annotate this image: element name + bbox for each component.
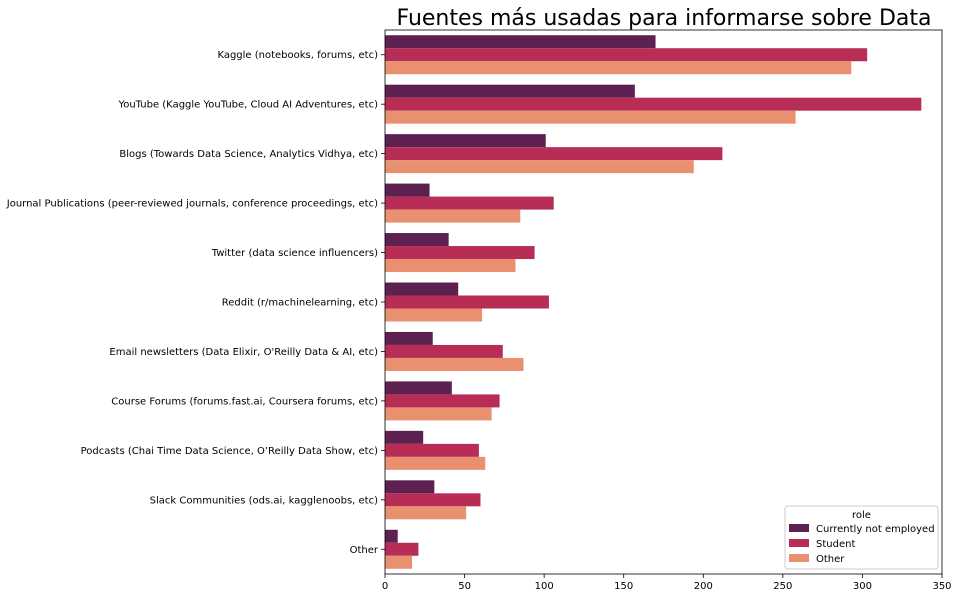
bar	[385, 407, 492, 421]
x-tick-label: 50	[458, 581, 471, 592]
y-axis: Kaggle (notebooks, forums, etc) YouTube (…	[6, 50, 385, 556]
x-tick-label: 100	[535, 581, 554, 592]
bar	[385, 259, 516, 273]
legend-label: Other	[816, 554, 845, 565]
bar	[385, 394, 500, 408]
x-tick-label: 300	[853, 581, 872, 592]
bar	[385, 183, 430, 197]
legend: role Currently not employed Student Other	[784, 505, 939, 570]
bar	[385, 61, 852, 75]
chart-title: Fuentes más usadas para informarse sobre…	[397, 6, 932, 31]
y-tick-label: Reddit (r/machinelearning, etc)	[222, 298, 378, 309]
y-tick-label: YouTube (Kaggle YouTube, Cloud AI Advent…	[117, 100, 378, 111]
bar	[385, 430, 424, 444]
y-tick-label: Other	[350, 545, 379, 556]
bar	[385, 542, 419, 556]
bar	[385, 443, 479, 457]
bar	[385, 480, 435, 494]
legend-box	[784, 505, 939, 570]
bar	[385, 233, 449, 247]
bar	[385, 97, 922, 111]
x-tick-label: 0	[382, 581, 388, 592]
x-tick-label: 350	[932, 581, 951, 592]
bar	[385, 160, 694, 174]
bar	[385, 110, 796, 124]
bar	[385, 331, 433, 345]
bar	[385, 357, 524, 371]
bar	[385, 295, 549, 309]
bar	[385, 84, 635, 98]
legend-swatch	[789, 524, 809, 532]
y-tick-label: Podcasts (Chai Time Data Science, O’Reil…	[81, 446, 379, 457]
bar	[385, 529, 398, 543]
x-tick-label: 150	[614, 581, 633, 592]
bars	[385, 35, 922, 569]
bar	[385, 209, 521, 223]
bar	[385, 555, 413, 569]
legend-swatch	[789, 539, 809, 547]
bar	[385, 35, 656, 49]
legend-title: role	[852, 510, 871, 521]
y-tick-label: Kaggle (notebooks, forums, etc)	[217, 50, 378, 61]
bar	[385, 456, 486, 470]
bar	[385, 506, 467, 520]
bar	[385, 308, 483, 322]
y-tick-label: Course Forums (forums.fast.ai, Coursera …	[111, 396, 378, 407]
legend-label: Student	[816, 539, 855, 550]
bar	[385, 48, 868, 62]
x-tick-label: 250	[773, 581, 792, 592]
bar	[385, 493, 481, 507]
plot-frame	[384, 29, 943, 575]
y-tick-label: Email newsletters (Data Elixir, O'Reilly…	[109, 347, 378, 358]
legend-swatch	[789, 554, 809, 562]
y-tick-label: Twitter (data science influencers)	[211, 248, 378, 259]
y-tick-label: Slack Communities (ods.ai, kagglenoobs, …	[150, 495, 378, 506]
x-axis: 0 50 100 150 200 250 300 350	[382, 574, 952, 592]
bar	[385, 196, 554, 210]
legend-label: Currently not employed	[816, 524, 935, 535]
y-tick-label: Blogs (Towards Data Science, Analytics V…	[119, 149, 378, 160]
bar	[385, 381, 452, 395]
y-tick-label: Journal Publications (peer-reviewed jour…	[6, 199, 378, 210]
bar	[385, 134, 546, 148]
bar	[385, 147, 723, 161]
bar	[385, 282, 459, 296]
bar	[385, 344, 503, 358]
x-tick-label: 200	[694, 581, 713, 592]
bar	[385, 246, 535, 260]
